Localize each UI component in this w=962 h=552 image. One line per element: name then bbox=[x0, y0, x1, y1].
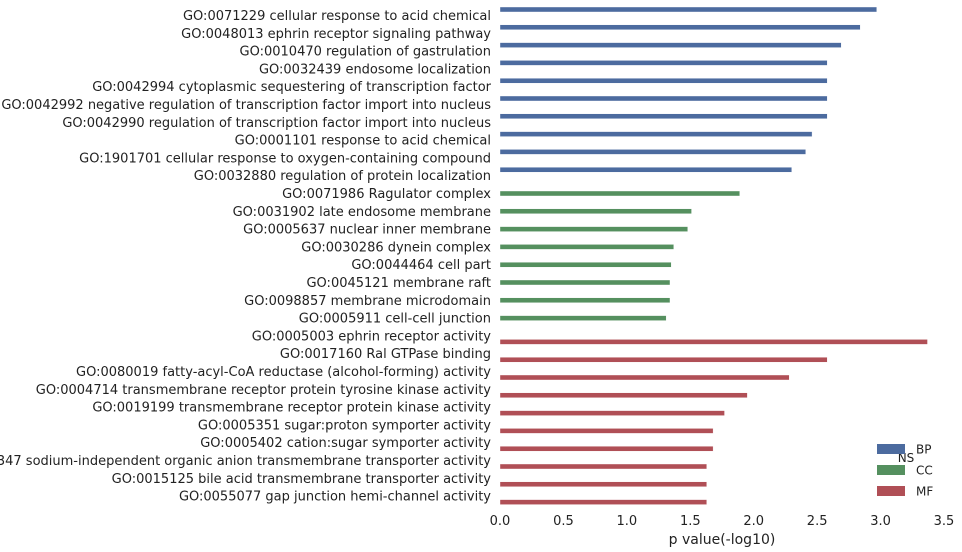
bar-bp bbox=[499, 113, 828, 120]
category-label: GO:0032880 regulation of protein localiz… bbox=[194, 169, 491, 184]
bar-bp bbox=[499, 95, 828, 102]
category-label: GO:0098857 membrane microdomain bbox=[244, 294, 491, 309]
category-label: GO:0005351 sugar:proton symporter activi… bbox=[198, 418, 491, 433]
bar-bp bbox=[499, 24, 861, 30]
category-label: GO:0005003 ephrin receptor activity bbox=[252, 329, 492, 344]
category-label: GO:0071986 Ragulator complex bbox=[282, 187, 491, 202]
legend-label: BP bbox=[916, 443, 931, 457]
bar-bp bbox=[499, 149, 806, 155]
bar-mf bbox=[499, 446, 714, 452]
bar-cc bbox=[499, 262, 672, 268]
category-label: GO:0042992 negative regulation of transc… bbox=[1, 98, 491, 113]
bar-cc bbox=[499, 315, 667, 321]
category-label: GO:0005402 cation:sugar symporter activi… bbox=[200, 436, 491, 451]
category-label: GO:0042990 regulation of transcription f… bbox=[62, 116, 491, 131]
category-label: GO:0001101 response to acid chemical bbox=[235, 134, 491, 149]
x-axis-ticks: 0.0 0.5 1.0 1.5 2.0 2.5 3.0 3.5 bbox=[490, 514, 955, 529]
x-tick-label: 2.5 bbox=[807, 514, 828, 529]
bar-cc bbox=[499, 297, 671, 303]
bar-bp bbox=[499, 6, 877, 13]
bar-mf bbox=[499, 357, 828, 363]
x-tick-label: 1.0 bbox=[617, 514, 638, 529]
category-label: GO:0071229 cellular response to acid che… bbox=[183, 9, 491, 24]
bar-cc bbox=[499, 190, 740, 197]
category-label: GO:0004714 transmembrane receptor protei… bbox=[36, 383, 492, 398]
bar-cc bbox=[499, 244, 674, 250]
bar-bp bbox=[499, 166, 792, 173]
x-tick-label: 2.0 bbox=[743, 514, 764, 529]
category-label: GO:0005637 nuclear inner membrane bbox=[243, 223, 491, 238]
x-tick-label: 3.0 bbox=[870, 514, 891, 529]
category-label: GO:0005911 cell-cell junction bbox=[299, 312, 491, 327]
bars-layer bbox=[499, 6, 928, 505]
category-label: GO:0015125 bile acid transmembrane trans… bbox=[112, 472, 492, 487]
legend-label: MF bbox=[916, 485, 933, 499]
category-label: GO:0045121 membrane raft bbox=[306, 276, 491, 291]
legend-swatch-bp bbox=[877, 444, 905, 454]
bar-bp bbox=[499, 42, 842, 48]
bar-cc bbox=[499, 226, 688, 232]
bar-mf bbox=[499, 392, 748, 398]
x-tick-label: 0.0 bbox=[490, 514, 511, 529]
x-tick-label: 1.5 bbox=[680, 514, 701, 529]
bar-mf bbox=[499, 410, 725, 416]
category-label: GO:0048013 ephrin receptor signaling pat… bbox=[181, 27, 491, 42]
bar-mf bbox=[499, 499, 707, 505]
x-tick-label: 0.5 bbox=[553, 514, 574, 529]
category-label: GO:0019199 transmembrane receptor protei… bbox=[92, 401, 491, 416]
legend-label: CC bbox=[916, 464, 933, 478]
category-label: GO:0017160 Ral GTPase binding bbox=[280, 347, 491, 362]
bar-bp bbox=[499, 77, 828, 84]
category-labels: GO:0071229 cellular response to acid che… bbox=[0, 9, 492, 505]
bar-mf bbox=[499, 428, 714, 434]
bar-cc bbox=[499, 279, 671, 286]
category-label: GO:0032439 endosome localization bbox=[259, 62, 491, 77]
bar-mf bbox=[499, 481, 707, 487]
x-axis-title: p value(-log10) bbox=[669, 532, 776, 548]
category-label: GO:1901701 cellular response to oxygen-c… bbox=[79, 151, 491, 166]
legend-swatch-mf bbox=[877, 486, 905, 496]
bar-mf bbox=[499, 339, 928, 345]
category-label: GO:0010470 regulation of gastrulation bbox=[240, 45, 491, 60]
legend-title: NS bbox=[898, 451, 915, 465]
legend: NS BP CC MF bbox=[877, 443, 933, 499]
bar-bp bbox=[499, 60, 828, 66]
category-label: GO:0015347 sodium-independent organic an… bbox=[0, 454, 491, 469]
legend-entries: BP CC MF bbox=[877, 443, 933, 499]
category-label: GO:0031902 late endosome membrane bbox=[233, 205, 491, 220]
bar-mf bbox=[499, 374, 790, 381]
bar-mf bbox=[499, 463, 707, 470]
category-label: GO:0030286 dynein complex bbox=[301, 240, 491, 255]
legend-swatch-cc bbox=[877, 465, 905, 475]
category-label: GO:0042994 cytoplasmic sequestering of t… bbox=[92, 80, 491, 95]
category-label: GO:0044464 cell part bbox=[351, 258, 491, 273]
bar-cc bbox=[499, 208, 692, 215]
x-tick-label: 3.5 bbox=[934, 514, 955, 529]
bar-bp bbox=[499, 131, 813, 137]
category-label: GO:0055077 gap junction hemi-channel act… bbox=[179, 490, 491, 505]
category-label: GO:0080019 fatty-acyl-CoA reductase (alc… bbox=[76, 365, 491, 380]
